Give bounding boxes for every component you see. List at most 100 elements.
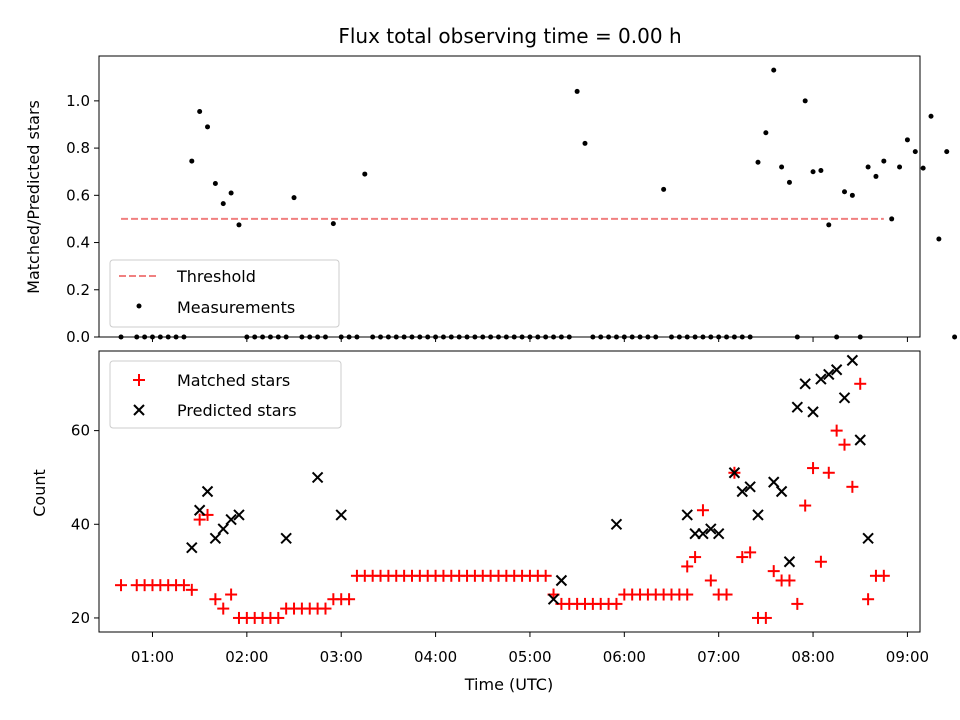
measurements-point	[779, 164, 785, 170]
ratio-legend-box	[109, 259, 340, 328]
ratio-marks	[118, 67, 958, 340]
count-legend-box	[109, 360, 342, 429]
measurements-point	[385, 334, 391, 340]
predicted-stars-point	[736, 485, 748, 498]
measurements-point	[551, 334, 557, 340]
matched-stars-point	[610, 597, 623, 610]
measurements-point	[409, 334, 415, 340]
measurements-point	[590, 334, 596, 340]
predicted-stars-point	[547, 593, 560, 605]
x-tick-label: 04:00	[414, 648, 457, 666]
measurements-point	[173, 334, 179, 340]
measurements-point	[205, 124, 211, 130]
measurements-point	[786, 179, 792, 185]
predicted-stars-point	[838, 392, 851, 404]
predicted-stars-point	[846, 354, 859, 367]
measurements-point	[684, 334, 690, 340]
matched-stars-point	[830, 424, 843, 437]
measurements-point	[629, 334, 635, 340]
measurements-point	[842, 189, 848, 195]
measurements-point	[495, 334, 501, 340]
measurements-point	[149, 334, 155, 340]
measurements-point	[142, 334, 148, 340]
predicted-stars-point	[712, 527, 725, 540]
matched-stars-point	[814, 555, 827, 568]
predicted-legend-label: Predicted stars	[177, 401, 297, 420]
predicted-stars-point	[799, 378, 811, 390]
matched-stars-point	[319, 602, 332, 615]
measurements-point	[708, 334, 714, 340]
x-tick-label: 06:00	[603, 648, 646, 666]
predicted-stars-point	[815, 373, 827, 385]
measurements-point	[425, 334, 431, 340]
measurements-point	[267, 334, 273, 340]
predicted-stars-point	[209, 532, 222, 545]
predicted-stars-point	[728, 467, 741, 479]
measurements-point	[920, 165, 926, 171]
matched-stars-point	[115, 579, 128, 592]
chart-title: Flux total observing time = 0.00 h	[338, 24, 681, 48]
matched-stars-point	[681, 588, 694, 601]
predicted-stars-point	[744, 481, 756, 493]
matched-stars-point	[862, 593, 875, 606]
matched-stars-point	[838, 438, 851, 451]
x-tick-label: 03:00	[320, 648, 363, 666]
measurements-point	[897, 164, 903, 170]
measurements-point	[731, 334, 737, 340]
measurements-point	[834, 334, 840, 340]
x-tick-label: 07:00	[697, 648, 740, 666]
matched-legend-swatch	[133, 374, 145, 386]
measurements-point	[936, 236, 942, 242]
matched-stars-point	[539, 569, 552, 582]
measurements-point	[503, 334, 509, 340]
count-y-ticks: 20 40 60	[71, 422, 99, 627]
measurements-point	[543, 334, 549, 340]
matched-stars-point	[799, 499, 812, 512]
measurements-point	[574, 88, 580, 94]
measurements-point	[440, 334, 446, 340]
predicted-stars-point	[854, 434, 866, 446]
matched-stars-point	[807, 462, 820, 475]
measurements-point	[346, 334, 352, 340]
measurements-point	[220, 201, 226, 207]
measurements-point	[724, 334, 730, 340]
y-tick-label: 0.4	[66, 234, 90, 252]
measurements-point	[857, 334, 863, 340]
measurements-point	[889, 216, 895, 222]
predicted-stars-point	[193, 504, 206, 516]
predicted-stars-point	[610, 518, 623, 530]
measurements-point	[338, 334, 344, 340]
count-marks	[115, 354, 890, 624]
measurements-point	[826, 222, 832, 228]
measurements-point	[613, 334, 619, 340]
matched-stars-point	[681, 560, 694, 573]
measurements-point	[865, 164, 871, 170]
predicted-stars-point	[201, 485, 214, 498]
y-tick-label: 20	[71, 609, 90, 627]
measurements-point	[928, 113, 934, 119]
measurements-point	[802, 98, 808, 104]
matched-stars-point	[193, 513, 206, 526]
matched-stars-point	[272, 611, 285, 624]
predicted-stars-point	[752, 509, 764, 521]
x-tick-label: 01:00	[131, 648, 174, 666]
predicted-stars-point	[233, 509, 245, 521]
ratio-y-axis-label: Matched/Predicted stars	[24, 100, 43, 294]
measurements-point	[472, 334, 478, 340]
measurements-point	[307, 334, 313, 340]
measurements-point	[904, 137, 910, 143]
count-x-ticks: 01:00 02:00 03:00 04:00 05:00 06:00 07:00 08:00…	[131, 632, 929, 666]
count-y-axis-label: Count	[30, 469, 49, 517]
matched-stars-point	[217, 602, 230, 615]
measurements-point	[228, 190, 234, 196]
measurements-point	[621, 334, 627, 340]
matched-stars-point	[209, 593, 222, 606]
predicted-stars-point	[823, 368, 835, 381]
measurements-point	[881, 158, 887, 164]
matched-stars-point	[877, 569, 890, 582]
measurements-point	[393, 334, 399, 340]
measurements-point	[582, 140, 588, 146]
predicted-stars-point	[783, 556, 796, 568]
measurements-point	[912, 149, 918, 155]
